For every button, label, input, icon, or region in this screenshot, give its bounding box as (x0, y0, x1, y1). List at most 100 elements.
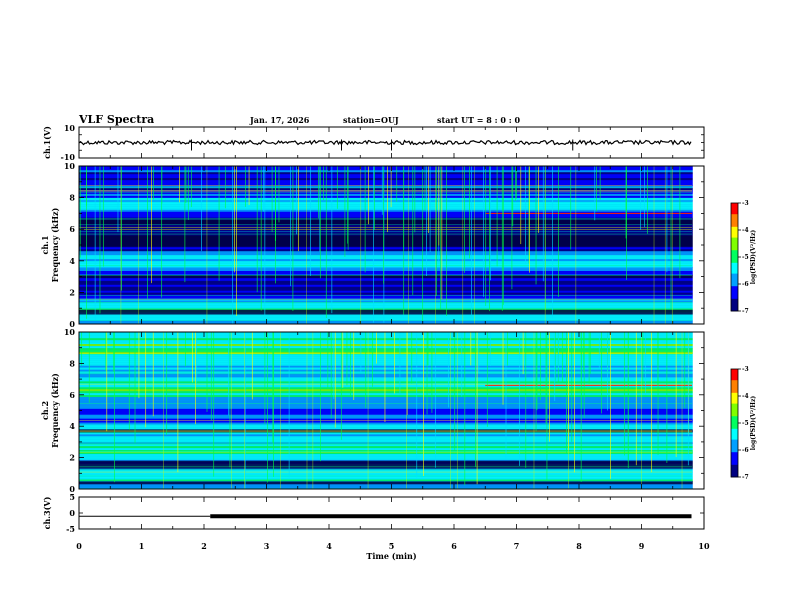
dark-band (79, 460, 704, 469)
colorbar-cell (731, 369, 738, 372)
freq-band (79, 386, 704, 390)
colorbar-cell (731, 405, 738, 408)
colorbar-cell (731, 246, 738, 249)
freq-band (79, 284, 704, 287)
no-data-area (692, 332, 704, 489)
colorbar-cell (731, 374, 738, 377)
freq-band (79, 189, 704, 192)
freq-band (79, 404, 704, 407)
freq-band (79, 416, 704, 419)
freq-band (79, 347, 704, 350)
freq-band (79, 229, 704, 232)
freq-band (79, 300, 704, 303)
x-tick-label-8: 8 (576, 541, 582, 551)
x-tick-label-6: 6 (451, 541, 457, 551)
freq-band (79, 371, 704, 374)
freq-band (79, 449, 704, 453)
freq-band (79, 260, 704, 264)
freq-band (79, 272, 704, 275)
colorbar-cell (731, 262, 738, 265)
ch1-spectrogram-y-tick-label-6: 6 (69, 224, 75, 234)
ch2-spectrogram-y-tick-label-4: 4 (69, 421, 75, 431)
freq-band (79, 266, 704, 269)
freq-band (79, 183, 704, 187)
freq-band (79, 231, 704, 234)
freq-band (79, 187, 704, 190)
colorbar-cell (731, 430, 738, 433)
colorbar-cell (731, 204, 738, 207)
colorbar-cell (731, 231, 738, 234)
freq-band (79, 335, 704, 339)
freq-band (79, 406, 704, 409)
freq-band (79, 296, 704, 299)
freq-band (79, 268, 704, 271)
colorbar-cell (731, 213, 738, 216)
freq-band (79, 408, 704, 411)
colorbar-cell (731, 282, 738, 285)
colorbar-cell (731, 397, 738, 400)
freq-band (79, 314, 704, 317)
freq-band (79, 298, 704, 301)
colorbar-cell (731, 421, 738, 424)
freq-band (79, 437, 704, 441)
colorbar-cell (731, 466, 738, 469)
colorbar-cell (731, 414, 738, 417)
colorbar-cell (731, 417, 738, 420)
freq-band (79, 304, 704, 307)
freq-band (79, 363, 704, 366)
freq-band (79, 426, 704, 429)
colorbar-cell (731, 399, 738, 402)
dark-band (79, 219, 704, 225)
colorbar-cell (731, 462, 738, 465)
colorbar-cell (731, 221, 738, 224)
ch2-spectrogram-y-tick-label-0: 0 (69, 484, 75, 494)
freq-band (79, 177, 704, 181)
freq-band (79, 337, 704, 341)
colorbar-cell (731, 266, 738, 269)
dark-band (79, 309, 704, 315)
colorbar-cell (731, 294, 738, 297)
freq-band (79, 215, 704, 218)
colorbar-cell (731, 432, 738, 435)
colorbar-cell (731, 222, 738, 225)
x-tick-label-7: 7 (514, 541, 520, 551)
colorbar-cell (731, 392, 738, 395)
freq-band (79, 209, 704, 212)
ch2-spectrogram-y-tick-label-8: 8 (69, 358, 75, 368)
colorbar-cell (731, 244, 738, 247)
colorbar-cell (731, 303, 738, 306)
freq-band (79, 246, 704, 250)
start-ut-label: start UT = 8 : 0 : 0 (437, 115, 521, 125)
colorbar-cell (731, 460, 738, 463)
ch1-spectrogram-colorbar-tick-label--6: -6 (742, 281, 749, 288)
colorbar-cell (731, 455, 738, 458)
ch2-spectrogram-colorbar-tick-label--3: -3 (742, 366, 749, 373)
freq-band (79, 288, 704, 291)
ch1-spectrogram-channel-label: ch.1 (40, 235, 50, 254)
freq-band (79, 390, 704, 394)
colorbar-cell (731, 387, 738, 390)
colorbar-cell (731, 441, 738, 444)
colorbar-cell (731, 298, 738, 301)
freq-band (79, 436, 704, 439)
x-tick-label-1: 1 (139, 541, 145, 551)
colorbar-cell (731, 291, 738, 294)
freq-band (79, 357, 704, 360)
colorbar-cell (731, 426, 738, 429)
x-tick-label-5: 5 (389, 541, 395, 551)
colorbar-cell (731, 219, 738, 222)
freq-band (79, 434, 704, 437)
freq-band (79, 254, 704, 258)
colorbar-cell (731, 276, 738, 279)
colorbar-cell (731, 457, 738, 460)
freq-band (79, 402, 704, 405)
colorbar-cell (731, 239, 738, 242)
colorbar-cell (731, 453, 738, 456)
colorbar-cell (731, 224, 738, 227)
ch1-spectrogram-colorbar-label: log(PSD)(V²/Hz) (750, 230, 757, 285)
colorbar-cell (731, 302, 738, 305)
colorbar-cell (731, 226, 738, 229)
freq-band (79, 343, 704, 347)
colorbar-cell (731, 435, 738, 438)
colorbar-cell (731, 293, 738, 296)
